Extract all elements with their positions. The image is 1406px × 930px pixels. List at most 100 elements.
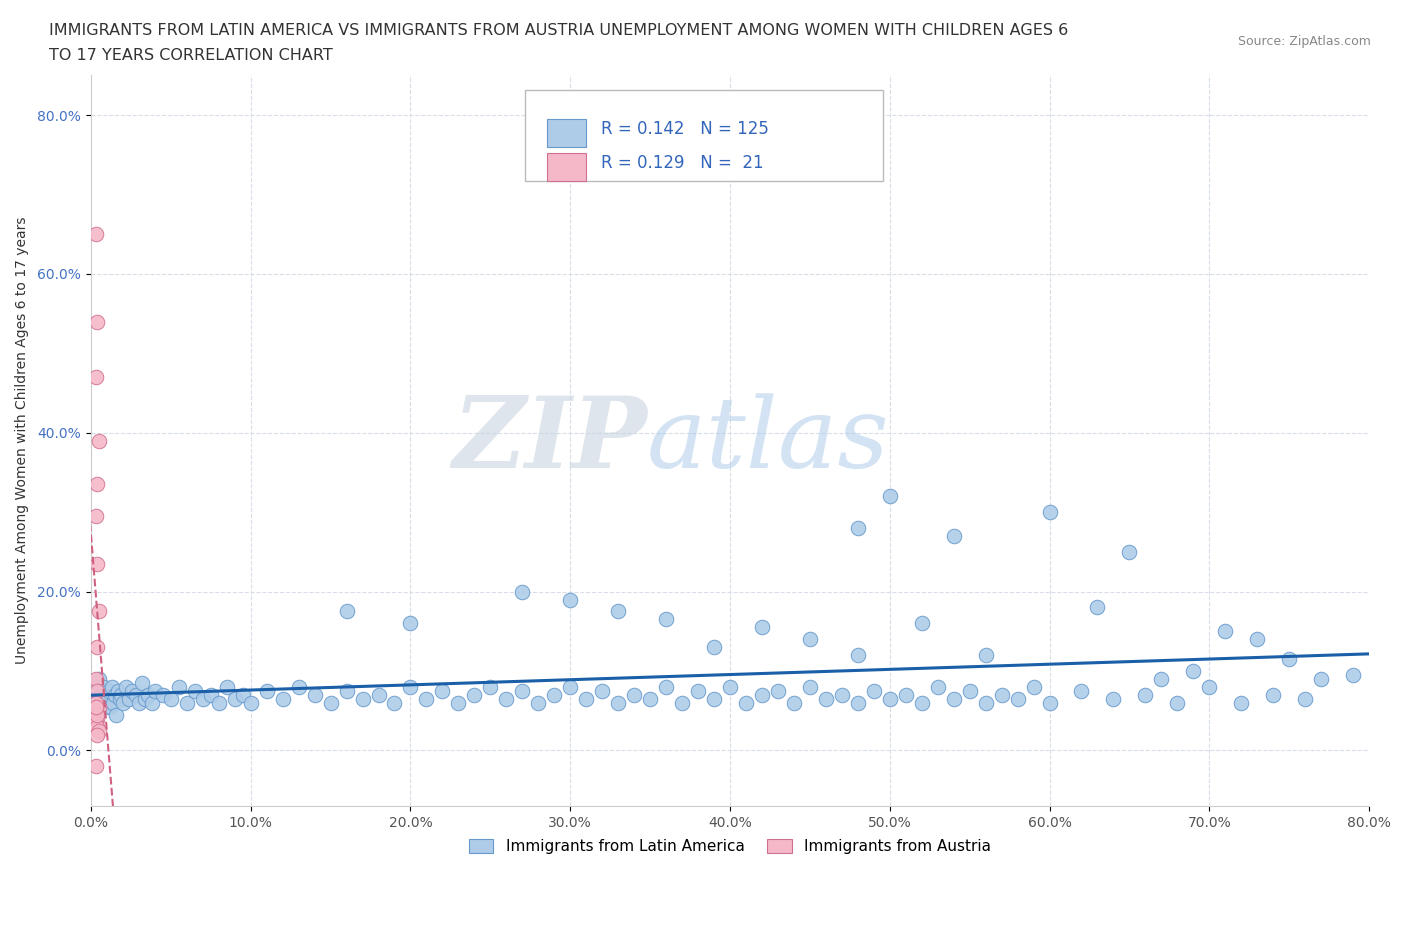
Point xyxy=(93,680,115,695)
Point xyxy=(927,680,949,695)
Point xyxy=(86,684,108,698)
Point xyxy=(86,477,108,492)
Point xyxy=(352,691,374,706)
Point xyxy=(1278,652,1301,667)
Point xyxy=(543,687,565,702)
Point xyxy=(84,715,107,730)
Point xyxy=(128,696,150,711)
Point xyxy=(575,691,598,706)
Point xyxy=(215,680,238,695)
Point xyxy=(846,647,869,662)
Point xyxy=(86,314,108,329)
Point xyxy=(703,640,725,655)
Point xyxy=(1263,687,1285,702)
Point xyxy=(103,696,125,711)
Point xyxy=(110,687,132,702)
Point xyxy=(655,680,678,695)
Point xyxy=(84,696,107,711)
Point xyxy=(91,687,114,702)
Point xyxy=(1038,505,1060,520)
Point xyxy=(399,616,422,631)
Text: R = 0.129   N =  21: R = 0.129 N = 21 xyxy=(600,153,763,172)
Point xyxy=(118,691,141,706)
Point xyxy=(84,509,107,524)
Point xyxy=(104,687,127,702)
Point xyxy=(814,691,837,706)
Point xyxy=(100,680,122,695)
Point xyxy=(87,604,110,618)
FancyBboxPatch shape xyxy=(547,153,585,180)
Point xyxy=(176,696,198,711)
Point xyxy=(184,684,207,698)
Point xyxy=(256,684,278,698)
Point xyxy=(152,687,174,702)
Point xyxy=(1118,544,1140,559)
Point xyxy=(911,696,934,711)
Point xyxy=(1102,691,1125,706)
Point xyxy=(718,680,741,695)
Point xyxy=(783,696,806,711)
Point xyxy=(974,696,997,711)
Point xyxy=(115,680,138,695)
Point xyxy=(82,687,104,702)
Point xyxy=(86,707,108,722)
Text: TO 17 YEARS CORRELATION CHART: TO 17 YEARS CORRELATION CHART xyxy=(49,48,333,63)
Point xyxy=(1007,691,1029,706)
Point xyxy=(846,696,869,711)
Point xyxy=(131,675,153,690)
Point xyxy=(84,671,107,686)
Point xyxy=(911,616,934,631)
Point xyxy=(990,687,1012,702)
Point xyxy=(83,696,105,711)
Point xyxy=(134,691,156,706)
Point xyxy=(591,684,613,698)
Point xyxy=(415,691,437,706)
Point xyxy=(671,696,693,711)
Point xyxy=(84,227,107,242)
Point xyxy=(287,680,309,695)
Point xyxy=(1213,624,1236,639)
Point xyxy=(86,719,108,734)
Point xyxy=(97,684,120,698)
Point xyxy=(1294,691,1316,706)
Point xyxy=(510,684,533,698)
Point xyxy=(84,759,107,774)
Text: Source: ZipAtlas.com: Source: ZipAtlas.com xyxy=(1237,35,1371,48)
Point xyxy=(607,604,630,618)
Point xyxy=(87,699,110,714)
Point xyxy=(87,671,110,686)
Point xyxy=(879,691,901,706)
Point xyxy=(1230,696,1253,711)
Point xyxy=(1246,631,1268,646)
Point xyxy=(138,687,160,702)
Point xyxy=(239,696,262,711)
Point xyxy=(831,687,853,702)
Point xyxy=(111,696,134,711)
Text: R = 0.142   N = 125: R = 0.142 N = 125 xyxy=(600,120,769,138)
FancyBboxPatch shape xyxy=(526,90,883,181)
Point xyxy=(399,680,422,695)
Point xyxy=(319,696,342,711)
Point xyxy=(495,691,517,706)
Point xyxy=(799,631,821,646)
Point xyxy=(735,696,758,711)
Point xyxy=(94,699,117,714)
Point xyxy=(799,680,821,695)
Point xyxy=(527,696,550,711)
Point xyxy=(463,687,485,702)
Point xyxy=(141,696,163,711)
Point xyxy=(167,680,190,695)
Point xyxy=(560,592,582,607)
Point xyxy=(607,696,630,711)
Point xyxy=(1198,680,1220,695)
Point xyxy=(121,684,143,698)
FancyBboxPatch shape xyxy=(547,119,585,147)
Point xyxy=(1038,696,1060,711)
Point xyxy=(1135,687,1157,702)
Point xyxy=(1182,663,1205,678)
Point xyxy=(200,687,222,702)
Point xyxy=(335,684,357,698)
Text: atlas: atlas xyxy=(647,393,890,488)
Point xyxy=(191,691,214,706)
Point xyxy=(894,687,917,702)
